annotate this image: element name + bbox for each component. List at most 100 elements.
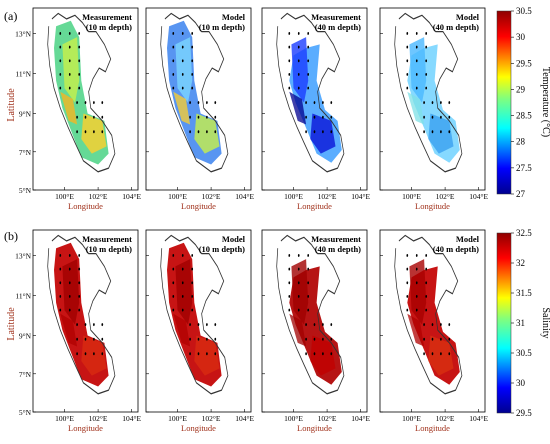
station-marker [322,337,324,341]
subplot-temperature-1: Measurement(10 m depth) 100°E 102°E 104°E Lo… [15,7,142,211]
colorbar-tick-label: 29 [516,84,526,94]
station-marker [288,59,291,63]
subplot-salinity-2: Model(10 m depth) 100°E 102°E 104°E Longitud… [145,229,255,433]
coastline [276,234,345,395]
station-marker [297,86,300,90]
station-marker [330,101,333,105]
colorbar-tick-label: 29.5 [516,58,532,68]
station-marker [84,337,87,341]
x-axis-label: Longitude [297,201,332,211]
station-marker [172,294,175,298]
station-marker [181,32,184,35]
station-marker [172,308,175,312]
x-axis-label: Longitude [181,423,216,433]
subplot-title: Model [222,234,246,244]
station-marker [431,352,434,356]
station-marker [59,72,62,76]
station-marker [93,352,95,356]
station-marker [172,281,175,285]
data-field-patch [289,313,307,347]
station-marker [93,337,95,341]
station-marker [423,101,425,105]
y-tick-label: 13°N [15,251,31,260]
data-field-patch [81,113,107,154]
station-marker [406,32,409,35]
station-marker [197,115,200,119]
ylabel-top: Latitude [6,88,17,122]
x-tick-label: 102°E [318,192,337,201]
station-marker [214,352,217,356]
station-marker [440,352,442,356]
data-field-patch [194,113,220,154]
x-tick-label: 102°E [89,192,108,201]
map-layer [47,234,116,395]
x-axis-label: Longitude [181,201,216,211]
subplot-salinity-1: Measurement(10 m depth) 100°E 102°E 104°E Lo… [15,229,142,433]
station-marker [197,337,200,341]
x-tick-label: 102°E [89,414,108,423]
station-marker [189,130,191,134]
station-marker [415,267,418,271]
subplot-title-depth: (40 m depth) [433,244,479,254]
data-field-patch [175,37,193,103]
station-marker [214,101,217,105]
x-tick-label: 104°E [351,414,370,423]
coastline [47,12,116,173]
y-tick-label: 7°N [19,148,32,157]
station-marker [189,352,191,356]
station-marker [181,86,184,90]
y-tick-label: 9°N [19,332,32,341]
station-marker [76,323,78,327]
station-marker [191,32,194,35]
data-field-patch [310,335,336,376]
station-marker [330,323,333,327]
station-marker [189,115,191,119]
data-field-patch [428,113,454,154]
x-tick-label: 100°E [55,192,74,201]
station-marker [288,308,291,312]
station-marker [59,59,62,63]
subplot-title-depth: (40 m depth) [315,22,361,32]
station-marker [76,352,78,356]
colorbar-tick-label: 30 [516,378,526,388]
station-marker [214,323,217,327]
x-tick-label: 100°E [168,414,187,423]
station-marker [172,45,175,49]
station-marker [415,281,418,285]
station-marker [307,294,310,298]
station-marker [68,294,71,298]
colorbar-tick-label: 32 [516,258,525,268]
station-marker [84,323,87,327]
station-marker [297,267,300,271]
coastline [394,234,463,395]
colorbar-tick-label: 32.5 [516,228,532,238]
station-marker [78,86,81,90]
station-marker [78,45,81,49]
panel-label-a: (a) [4,9,17,23]
data-field-patch [409,37,427,103]
station-marker [189,323,191,327]
x-tick-label: 104°E [235,414,254,423]
x-tick-label: 100°E [55,414,74,423]
station-marker [431,101,434,105]
station-marker [431,337,434,341]
data-field-patch [175,259,193,325]
station-marker [191,267,194,271]
station-marker [214,337,217,341]
station-marker [78,254,81,257]
subplot-title-depth: (10 m depth) [86,244,132,254]
station-marker [101,337,104,341]
station-marker [322,130,324,134]
station-marker [191,86,194,90]
station-marker [305,130,307,134]
subplot-title: Model [456,234,480,244]
station-marker [288,72,291,76]
x-tick-label: 104°E [469,192,488,201]
station-marker [406,254,409,257]
station-marker [425,267,428,271]
station-marker [415,308,418,312]
station-marker [59,45,62,49]
station-marker [448,337,451,341]
colorbar-tick-label: 31.5 [516,288,532,298]
station-marker [431,323,434,327]
